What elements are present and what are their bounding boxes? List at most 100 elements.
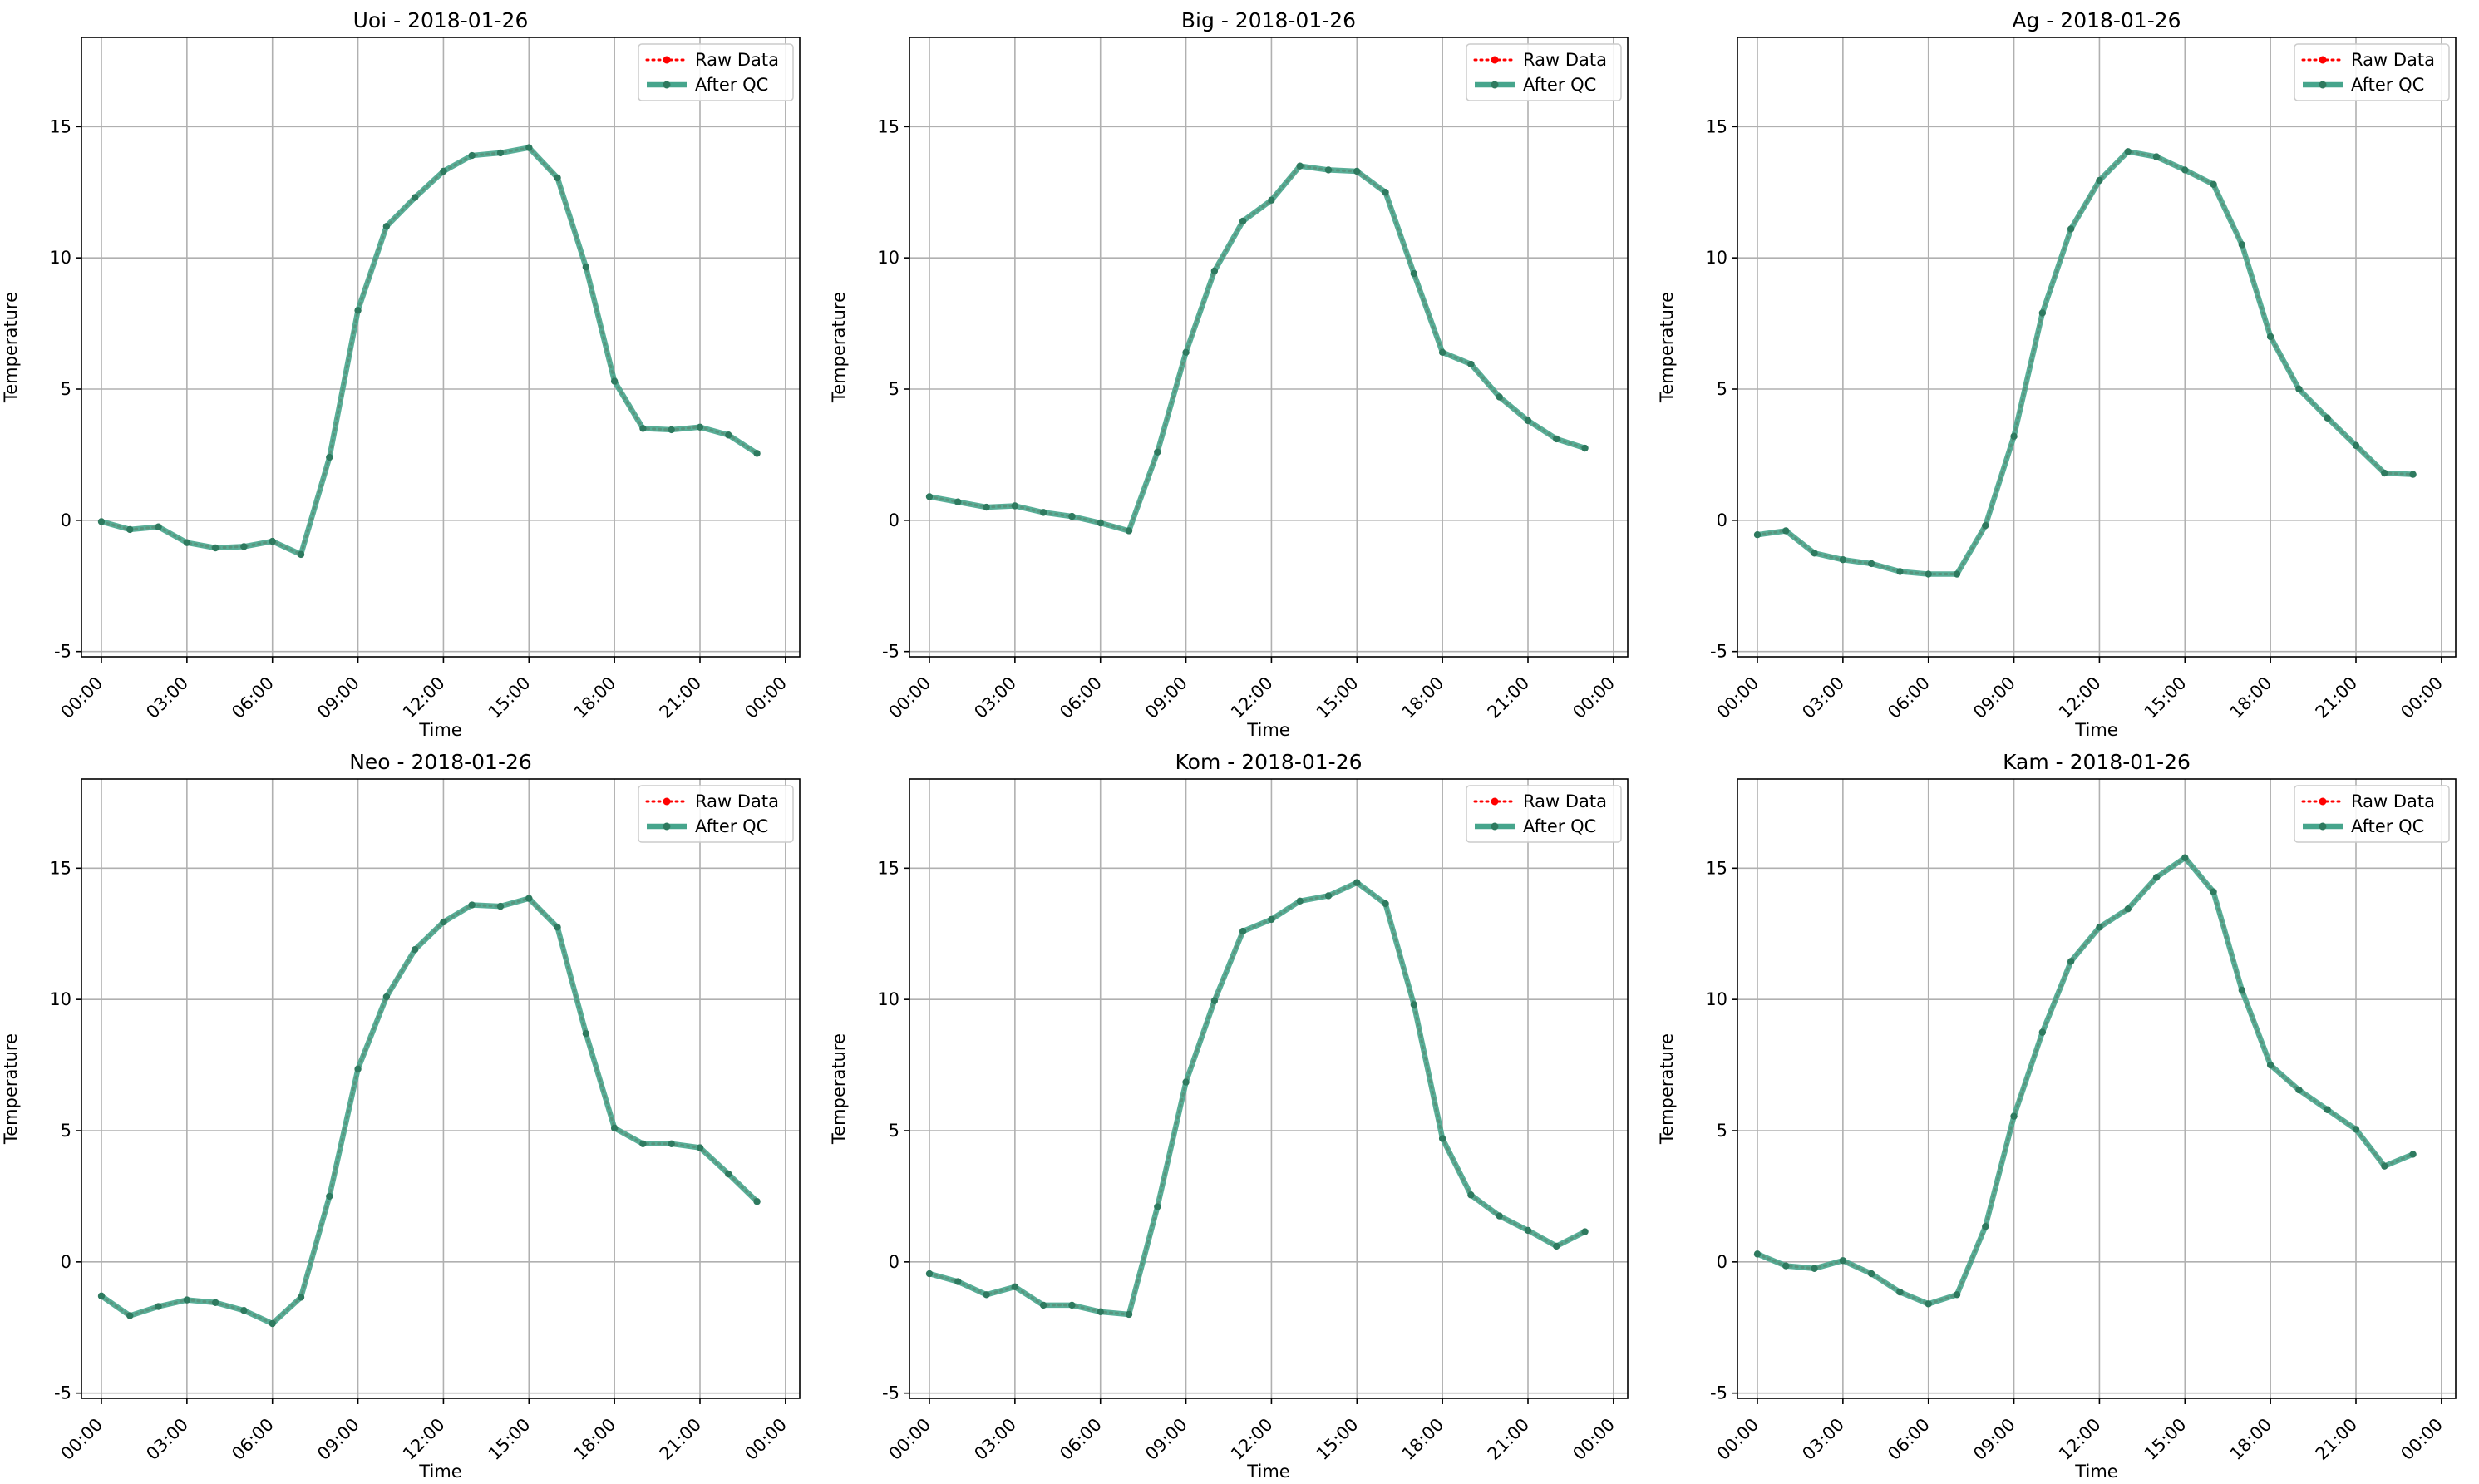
x-tick-label: 15:00 (485, 673, 535, 722)
y-tick-label: 0 (889, 1252, 899, 1272)
chart-panel: 00:00 03:00 06:00 09:00 12:00 15:00 18:00 21:00… (1657, 8, 2457, 740)
x-tick-label: 06:00 (228, 1414, 278, 1464)
y-tick-label: -5 (882, 1383, 899, 1403)
legend-qc-swatch-marker (663, 81, 671, 89)
chart-panel: 00:00 03:00 06:00 09:00 12:00 15:00 18:00 21:00… (1, 750, 801, 1482)
after-qc-point (1068, 512, 1076, 520)
after-qc-point (2010, 1112, 2018, 1120)
after-qc-point (554, 174, 561, 182)
after-qc-point (382, 223, 391, 230)
after-qc-point (753, 450, 761, 457)
y-tick-label: 0 (61, 1252, 71, 1272)
after-qc-point (440, 918, 447, 926)
after-qc-point (1496, 1212, 1503, 1220)
chart-panel: 00:00 03:00 06:00 09:00 12:00 15:00 18:00 21:00… (1657, 750, 2457, 1482)
x-tick-label: 21:00 (1484, 1414, 1534, 1464)
after-qc-point (925, 493, 934, 500)
x-tick-label: 21:00 (656, 673, 706, 722)
x-tick-label: 15:00 (2141, 673, 2191, 722)
x-tick-label: 12:00 (399, 673, 449, 722)
after-qc-point (240, 1307, 248, 1314)
y-tick-label: 5 (889, 379, 899, 399)
plot-area (909, 779, 1628, 1398)
after-qc-point (496, 149, 505, 157)
x-tick-label: 00:00 (885, 1414, 935, 1464)
after-qc-point (610, 1124, 619, 1132)
plot-area (909, 37, 1628, 657)
after-qc-point (1268, 915, 1275, 924)
after-qc-point (925, 1270, 934, 1278)
after-qc-point (2067, 958, 2075, 965)
x-tick-label: 18:00 (1398, 673, 1448, 722)
after-qc-point (1382, 189, 1389, 196)
x-tick-label: 21:00 (656, 1414, 706, 1464)
after-qc-point (983, 503, 990, 511)
x-tick-label: 00:00 (1713, 1414, 1763, 1464)
axes-frame (1737, 778, 2457, 1399)
y-axis-label: Temperature (829, 1033, 849, 1145)
after-qc-point (1068, 1301, 1076, 1309)
after-qc-point (2352, 1126, 2360, 1133)
y-tick-label: 10 (49, 989, 71, 1009)
legend-label: After QC (2351, 816, 2424, 836)
after-qc-point (183, 539, 191, 546)
after-qc-point (1039, 1301, 1047, 1309)
after-qc-point (2409, 471, 2417, 478)
x-tick-label: 00:00 (741, 673, 791, 722)
y-tick-label: 15 (49, 116, 71, 136)
x-tick-label: 00:00 (57, 1414, 107, 1464)
after-qc-point (468, 151, 476, 160)
legend: Raw Data After QC (638, 43, 794, 101)
legend-label: Raw Data (2351, 791, 2435, 811)
x-axis-label: Time (2074, 720, 2117, 740)
after-qc-line (1756, 855, 2414, 1307)
after-qc-line (101, 145, 759, 558)
legend-label: After QC (1523, 816, 1596, 836)
after-qc-point (1154, 448, 1161, 456)
x-tick-label: 18:00 (570, 673, 620, 722)
x-tick-label: 03:00 (1798, 673, 1848, 722)
after-qc-point (297, 550, 305, 559)
y-tick-label: 15 (877, 858, 899, 878)
y-tick-label: 0 (1717, 1252, 1727, 1272)
legend-label: After QC (2351, 75, 2424, 95)
legend: Raw Data After QC (2294, 785, 2450, 843)
y-tick-label: -5 (1710, 1383, 1727, 1403)
x-tick-label: 18:00 (2226, 673, 2276, 722)
after-qc-point (1524, 417, 1532, 425)
legend-label: After QC (695, 75, 768, 95)
after-qc-line (1757, 149, 2413, 577)
y-axis-label: Temperature (1657, 292, 1677, 403)
x-tick-label: 18:00 (2226, 1414, 2276, 1464)
legend-label: Raw Data (1523, 50, 1607, 70)
after-qc-point (696, 423, 704, 431)
after-qc-point (2096, 176, 2103, 185)
x-tick-label: 06:00 (1884, 673, 1934, 722)
x-tick-label: 12:00 (399, 1414, 449, 1464)
y-tick-label: 5 (61, 379, 71, 399)
after-qc-point (1896, 568, 1904, 575)
after-qc-point (1182, 348, 1190, 357)
x-tick-label: 21:00 (2312, 1414, 2362, 1464)
after-qc-point (1210, 267, 1219, 275)
x-tick-label: 12:00 (2055, 673, 2105, 722)
after-qc-point (2210, 888, 2217, 895)
x-tick-label: 00:00 (57, 673, 107, 722)
x-tick-label: 09:00 (1969, 1414, 2019, 1464)
x-tick-label: 06:00 (1884, 1414, 1934, 1464)
after-qc-point (2124, 905, 2132, 913)
after-qc-point (554, 924, 561, 931)
after-qc-point (639, 1140, 647, 1147)
after-qc-point (240, 543, 248, 550)
y-tick-label: 0 (1717, 510, 1727, 530)
after-qc-line (929, 880, 1587, 1318)
legend-label: Raw Data (695, 791, 779, 811)
x-tick-label: 18:00 (570, 1414, 620, 1464)
x-axis-label: Time (1246, 1462, 1289, 1481)
after-qc-point (639, 425, 647, 432)
after-qc-point (1925, 570, 1932, 578)
after-qc-point (1925, 1300, 1932, 1308)
after-qc-point (1353, 879, 1361, 886)
after-qc-point (2038, 1028, 2047, 1036)
